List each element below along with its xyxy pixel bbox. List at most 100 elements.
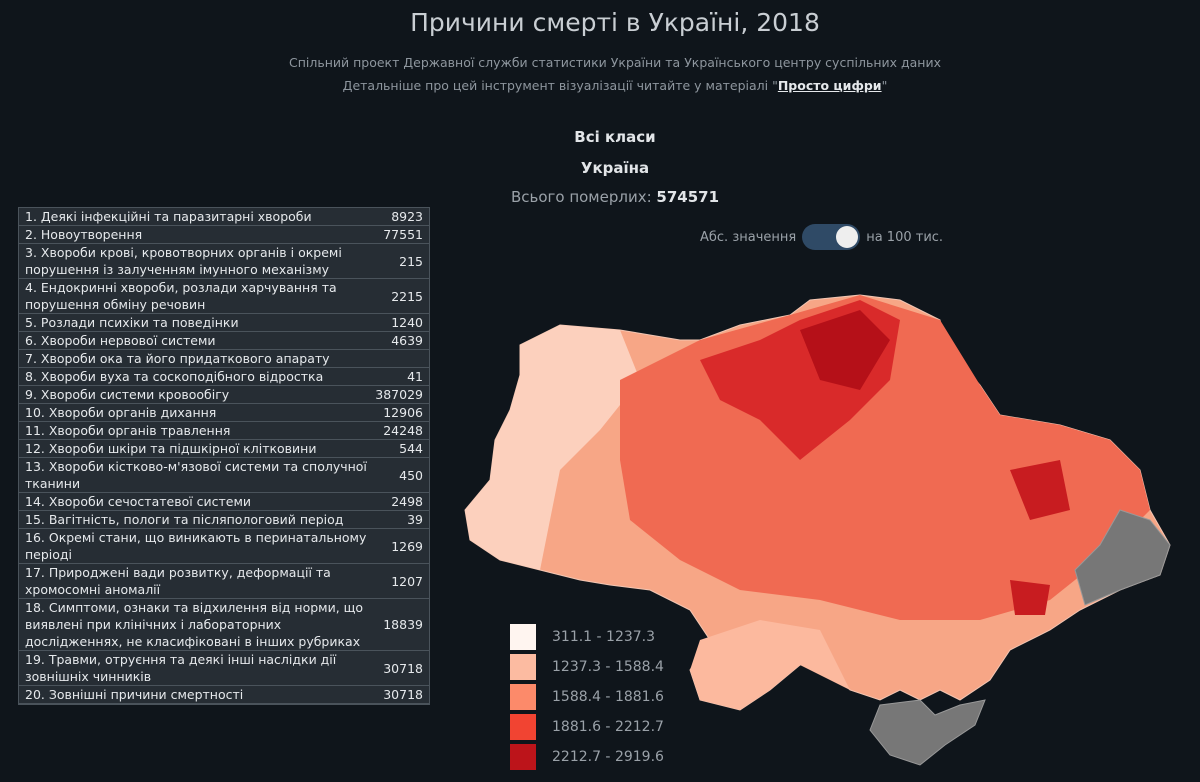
legend-label: 2212.7 - 2919.6 xyxy=(552,749,664,765)
cause-value: 4639 xyxy=(391,333,423,348)
cause-value: 450 xyxy=(399,467,423,483)
cause-name: 11. Хвороби органів травлення xyxy=(25,423,231,438)
cause-value: 30718 xyxy=(383,687,423,702)
legend-swatch xyxy=(510,624,536,650)
cause-name: 17. Природжені вади розвитку, деформації… xyxy=(25,565,331,597)
subtitle-text: " xyxy=(881,78,888,93)
cause-name: 13. Хвороби кістково-м'язової системи та… xyxy=(25,459,367,491)
cause-name: 20. Зовнішні причини смертності xyxy=(25,687,244,702)
cause-table: 1. Деякі інфекційні та паразитарні хворо… xyxy=(18,207,430,705)
subtitle-text: Детальніше про цей інструмент візуалізац… xyxy=(342,78,778,93)
table-row[interactable]: 13. Хвороби кістково-м'язової системи та… xyxy=(19,458,429,493)
total: Всього померлих: 574571 xyxy=(0,188,1200,206)
cause-name: 7. Хвороби ока та його придаткового апар… xyxy=(25,351,330,366)
table-row[interactable]: 19. Травми, отруєння та деякі інші наслі… xyxy=(19,651,429,686)
table-row[interactable]: 16. Окремі стани, що виникають в перинат… xyxy=(19,529,429,564)
cause-value: 2215 xyxy=(391,288,423,304)
table-row[interactable]: 12. Хвороби шкіри та підшкірної кліткови… xyxy=(19,440,429,458)
cause-value: 1240 xyxy=(391,315,423,330)
subtitle: Детальніше про цей інструмент візуалізац… xyxy=(0,78,1200,93)
class-heading: Всі класи xyxy=(574,128,656,146)
toggle-left: Абс. значення xyxy=(700,229,797,245)
legend-label: 1881.6 - 2212.7 xyxy=(552,719,664,735)
legend-item: 1881.6 - 2212.7 xyxy=(510,712,664,742)
legend-item: 1237.3 - 1588.4 xyxy=(510,652,664,682)
toggle-right: на 100 тис. xyxy=(866,229,944,245)
legend-label: 311.1 - 1237.3 xyxy=(552,629,656,645)
cause-value: 41 xyxy=(407,369,423,384)
cause-name: 10. Хвороби органів дихання xyxy=(25,405,217,420)
table-row[interactable]: 17. Природжені вади розвитку, деформації… xyxy=(19,564,429,599)
cause-value: 215 xyxy=(399,253,423,269)
cause-value: 39 xyxy=(407,512,423,527)
legend: 311.1 - 1237.3 1237.3 - 1588.4 1588.4 - 18… xyxy=(510,622,664,772)
toggle[interactable]: Абс. значення на 100 тис. xyxy=(700,224,943,250)
cause-name: 5. Розлади психіки та поведінки xyxy=(25,315,239,330)
legend-item: 1588.4 - 1881.6 xyxy=(510,682,664,712)
ukraine-region xyxy=(465,325,640,570)
cause-name: 18. Симптоми, ознаки та відхилення від н… xyxy=(25,600,364,649)
region-heading: Україна xyxy=(580,159,650,177)
total-value: 574571 xyxy=(656,188,720,206)
cause-value: 2498 xyxy=(391,494,423,509)
table-row[interactable]: 20. Зовнішні причини смертності 30718 xyxy=(19,686,429,704)
table-row[interactable]: 8. Хвороби вуха та соскоподібного відрос… xyxy=(19,368,429,386)
cause-name: 3. Хвороби крові, кровотворних органів і… xyxy=(25,245,342,277)
cause-name: 8. Хвороби вуха та соскоподібного відрос… xyxy=(25,369,324,384)
total-label: Всього померлих: xyxy=(510,188,652,206)
legend-label: 1588.4 - 1881.6 xyxy=(552,689,664,705)
occupied-region xyxy=(1074,509,1171,606)
cause-name: 19. Травми, отруєння та деякі інші наслі… xyxy=(25,652,337,684)
cause-value: 12906 xyxy=(383,405,423,420)
cause-value: 1269 xyxy=(391,538,423,554)
table-row[interactable]: 5. Розлади психіки та поведінки 1240 xyxy=(19,314,429,332)
legend-swatch xyxy=(510,744,536,770)
ukraine-region xyxy=(1010,460,1070,520)
table-row[interactable]: 4. Ендокринні хвороби, розлади харчуванн… xyxy=(19,279,429,314)
cause-value: 77551 xyxy=(383,227,423,242)
cause-name: 9. Хвороби системи кровообігу xyxy=(25,387,230,402)
cause-name: 15. Вагітність, пологи та післяпологовий… xyxy=(25,512,344,527)
cause-value: 387029 xyxy=(375,387,423,402)
legend-item: 311.1 - 1237.3 xyxy=(510,622,664,652)
cause-name: 14. Хвороби сечостатевої системи xyxy=(25,494,252,509)
switch[interactable] xyxy=(802,224,861,250)
cause-value: 30718 xyxy=(383,660,423,676)
ukraine-region xyxy=(1010,580,1050,615)
legend-swatch xyxy=(510,714,536,740)
table-row[interactable]: 14. Хвороби сечостатевої системи 2498 xyxy=(19,493,429,511)
legend-swatch xyxy=(510,684,536,710)
subtitle: Спільний проект Державної служби статист… xyxy=(288,55,941,70)
cause-value: 24248 xyxy=(383,423,423,438)
table-row[interactable]: 3. Хвороби крові, кровотворних органів і… xyxy=(19,244,429,279)
occupied-region xyxy=(869,699,986,766)
table-row[interactable]: 9. Хвороби системи кровообігу 387029 xyxy=(19,386,429,404)
ukraine-region xyxy=(800,310,890,390)
table-row[interactable]: 10. Хвороби органів дихання 12906 xyxy=(19,404,429,422)
ukraine-region xyxy=(690,620,850,710)
table-row[interactable]: 2. Новоутворення 77551 xyxy=(19,226,429,244)
legend-swatch xyxy=(510,654,536,680)
legend-item: 2212.7 - 2919.6 xyxy=(510,742,664,772)
cause-name: 2. Новоутворення xyxy=(25,227,143,242)
table-row[interactable]: 6. Хвороби нервової системи 4639 xyxy=(19,332,429,350)
legend-label: 1237.3 - 1588.4 xyxy=(552,659,664,675)
cause-name: 6. Хвороби нервової системи xyxy=(25,333,216,348)
table-row[interactable]: 1. Деякі інфекційні та паразитарні хворо… xyxy=(19,208,429,226)
cause-name: 4. Ендокринні хвороби, розлади харчуванн… xyxy=(25,280,337,312)
cause-value: 544 xyxy=(399,441,423,456)
table-row[interactable]: 15. Вагітність, пологи та післяпологовий… xyxy=(19,511,429,529)
cause-value: 1207 xyxy=(391,573,423,589)
table-row[interactable]: 7. Хвороби ока та його придаткового апар… xyxy=(19,350,429,368)
table-row[interactable]: 18. Симптоми, ознаки та відхилення від н… xyxy=(19,599,429,651)
article-link[interactable]: Просто цифри xyxy=(777,78,882,93)
table-row[interactable]: 11. Хвороби органів травлення 24248 xyxy=(19,422,429,440)
cause-name: 12. Хвороби шкіри та підшкірної кліткови… xyxy=(25,441,317,456)
title: Причини смерті в Україні, 2018 xyxy=(410,8,820,37)
cause-name: 16. Окремі стани, що виникають в перинат… xyxy=(25,530,367,562)
cause-value: 18839 xyxy=(383,617,423,632)
cause-name: 1. Деякі інфекційні та паразитарні хворо… xyxy=(25,209,312,224)
cause-value: 8923 xyxy=(391,209,423,224)
